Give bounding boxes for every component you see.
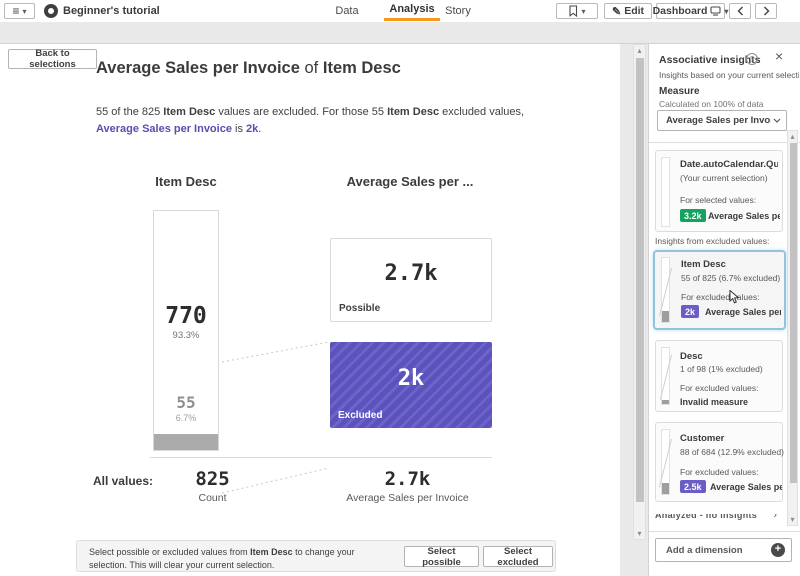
divider (649, 142, 800, 143)
possible-count: 770 (165, 303, 207, 329)
measure-label: Measure (659, 86, 700, 97)
back-to-selections-button[interactable]: Back to selections (8, 48, 97, 70)
caret-down-icon: ▾ (724, 6, 729, 16)
possible-pct: 93.3% (172, 330, 200, 341)
panel-subheader: Insights based on your current selection… (659, 70, 799, 80)
bookmark-icon (568, 5, 578, 17)
all-count: 825 (195, 468, 230, 490)
bookmark-button[interactable]: ▾ (556, 3, 598, 19)
measure-link[interactable]: Average Sales per Invoice (96, 123, 232, 136)
insight-card-customer[interactable]: Customer 88 of 684 (12.9% excluded) For … (655, 422, 784, 502)
kpi-badge-purple: 2k (681, 305, 700, 318)
select-possible-button[interactable]: Select possible (404, 546, 479, 568)
all-count-label: Count (198, 492, 227, 504)
scroll-up-icon[interactable]: ▴ (637, 46, 642, 55)
card-minibar (661, 157, 670, 227)
excluded-count: 55 (176, 393, 196, 412)
cursor-pointer-icon (729, 290, 740, 304)
select-excluded-button[interactable]: Select excluded (483, 546, 553, 568)
excluded-value: 2k (397, 366, 425, 391)
analyzed-section-row[interactable]: Analyzed - no insights › (653, 514, 791, 528)
chevron-right-icon (763, 6, 770, 16)
help-icon[interactable]: ? (746, 53, 758, 65)
main-scrollbar-thumb[interactable] (636, 58, 644, 502)
add-dimension-button[interactable]: Add a dimension + (655, 538, 792, 562)
dimension-bar[interactable]: 770 93.3% 55 6.7% (153, 210, 219, 451)
scroll-up-icon[interactable]: ▴ (790, 132, 795, 141)
all-value-label: Average Sales per Invoice (346, 492, 469, 504)
dimension-column-header: Item Desc (155, 174, 217, 189)
all-values-label: All values: (92, 474, 153, 488)
main-scrollbar[interactable]: ▴ ▾ (633, 44, 646, 540)
possible-value: 2.7k (384, 261, 438, 286)
chevron-right-icon: › (773, 514, 777, 521)
panel-title: Associative insights (659, 54, 761, 66)
measure-dropdown[interactable]: Average Sales per Invoice (657, 110, 787, 131)
pencil-icon: ✎ (611, 5, 622, 18)
excluded-label: Excluded (338, 410, 383, 421)
associative-insights-panel: Associative insights ? × Insights based … (648, 44, 800, 576)
possible-label: Possible (339, 303, 381, 314)
tab-data[interactable]: Data (335, 4, 359, 17)
insight-card-desc[interactable]: Desc 1 of 98 (1% excluded) For excluded … (655, 340, 783, 412)
scroll-down-icon[interactable]: ▾ (637, 529, 642, 538)
insight-card-item-desc[interactable]: Item Desc 55 of 825 (6.7% excluded) For … (653, 250, 786, 330)
prev-sheet-button[interactable] (729, 3, 751, 19)
excluded-segment (154, 434, 218, 450)
edit-button[interactable]: ✎ Edit (604, 3, 652, 19)
scroll-down-icon[interactable]: ▾ (790, 515, 795, 524)
monitor-icon (710, 6, 721, 16)
excluded-section-label: Insights from excluded values: (655, 236, 770, 246)
chevron-down-icon (773, 118, 781, 123)
kpi-badge-purple: 2.5k (680, 480, 706, 493)
measure-note: Calculated on 100% of data (659, 99, 764, 109)
caret-down-icon: ▾ (581, 6, 586, 16)
panel-scrollbar-thumb[interactable] (790, 143, 797, 483)
main-content: Back to selections Average Sales per Inv… (0, 44, 620, 576)
excluded-pct: 6.7% (175, 413, 197, 423)
next-sheet-button[interactable] (755, 3, 777, 19)
selection-action-bar: Select possible or excluded values from … (76, 540, 556, 572)
tab-story[interactable]: Story (445, 4, 471, 17)
global-menu-button[interactable]: ≡ ▾ (4, 3, 35, 19)
tab-analysis[interactable]: Analysis (384, 0, 440, 21)
page-title: Average Sales per Invoice of Item Desc (96, 59, 401, 77)
divider (649, 531, 800, 532)
chevron-left-icon (737, 6, 744, 16)
hamburger-icon: ≡ (12, 4, 20, 18)
current-selection-card[interactable]: Date.autoCalendar.Quar... (Your current … (655, 150, 783, 232)
action-bar-text: Select possible or excluded values from … (89, 547, 355, 571)
measure-column-header: Average Sales per ... (346, 174, 474, 189)
close-icon[interactable]: × (775, 48, 784, 64)
caret-down-icon: ▾ (22, 6, 27, 16)
plus-circle-icon: + (771, 543, 785, 557)
excluded-kpi-box[interactable]: 2k Excluded (330, 342, 492, 428)
app-title: Beginner's tutorial (63, 5, 160, 17)
insight-summary: 55 of the 825 Item Desc values are exclu… (96, 106, 525, 136)
top-bar: ≡ ▾ Beginner's tutorial Data Analysis St… (0, 0, 800, 23)
divider (150, 457, 492, 458)
qlik-logo (44, 4, 58, 18)
panel-scrollbar[interactable]: ▴ ▾ (787, 130, 798, 526)
all-value: 2.7k (384, 468, 431, 490)
selections-toolbar: ↶ ↷ ⚙ Date.autoCalen... Q1 Selections (0, 22, 800, 66)
value-link[interactable]: 2k (246, 123, 259, 136)
sheet-selector-button[interactable]: Dashboard ▾ (652, 3, 729, 19)
possible-kpi-box[interactable]: 2.7k Possible (330, 238, 492, 322)
connector-lines (221, 341, 330, 494)
kpi-badge-green: 3.2k (680, 209, 706, 222)
